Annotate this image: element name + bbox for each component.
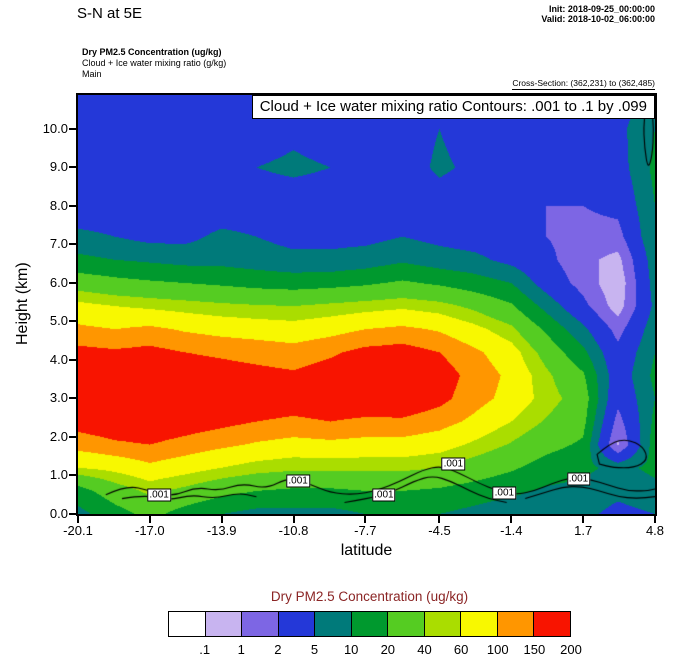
x-tick-label: 1.7 xyxy=(574,523,593,538)
x-tick-mark xyxy=(220,516,223,523)
y-tick-label: 5.0 xyxy=(49,313,68,329)
primary-field-label: Dry PM2.5 Concentration (ug/kg) xyxy=(82,47,222,57)
colorbar-box xyxy=(423,611,462,637)
x-tick-label: -13.9 xyxy=(206,523,237,538)
colorbar-box xyxy=(168,611,206,637)
y-tick-mark xyxy=(69,127,77,130)
y-tick-label: 4.0 xyxy=(49,351,68,367)
y-tick-mark xyxy=(69,243,77,246)
plot-frame: Cloud + Ice water mixing ratio Contours:… xyxy=(76,93,657,516)
x-tick-mark xyxy=(582,516,585,523)
colorbar-box xyxy=(350,611,389,637)
x-tick-label: -4.5 xyxy=(428,523,451,538)
colorbar-tick-label: 40 xyxy=(417,642,432,657)
contour-info-banner: Cloud + Ice water mixing ratio Contours:… xyxy=(251,95,655,119)
colorbar-box xyxy=(460,611,498,637)
cloud-contour-label: .001 xyxy=(441,457,466,471)
colorbar-box xyxy=(241,611,279,637)
y-tick-mark xyxy=(69,435,77,438)
cloud-contour-label: .001 xyxy=(286,474,310,488)
colorbar-box xyxy=(387,611,425,637)
colorbar-tick-label: 60 xyxy=(453,642,469,657)
x-tick-label: -20.1 xyxy=(63,523,93,538)
x-tick-label: -7.7 xyxy=(354,523,377,538)
x-tick-mark xyxy=(654,516,656,523)
y-tick-label: 8.0 xyxy=(49,197,68,213)
init-timestamp: Init: 2018-09-25_00:00:00 xyxy=(548,4,655,14)
colorbar-box xyxy=(496,611,535,637)
colorbar-title: Dry PM2.5 Concentration (ug/kg) xyxy=(270,589,469,604)
x-tick-mark xyxy=(510,516,513,523)
cloud-contour-label: .001 xyxy=(566,472,591,486)
colorbar xyxy=(168,611,572,637)
x-tick-mark xyxy=(77,516,79,523)
y-tick-mark xyxy=(69,204,77,207)
x-tick-mark xyxy=(148,516,151,523)
y-tick-mark xyxy=(69,513,77,515)
y-tick-mark xyxy=(69,474,77,477)
y-tick-label: 10.0 xyxy=(42,120,68,136)
cloud-contour-label: .001 xyxy=(147,488,171,502)
colorbar-tick-label: .1 xyxy=(199,642,211,657)
y-tick-mark xyxy=(69,358,77,361)
model-name-label: Main xyxy=(82,69,102,79)
x-tick-mark xyxy=(364,516,367,523)
x-axis-title: latitude xyxy=(340,542,393,559)
colorbar-tick-label: 150 xyxy=(523,642,546,657)
colorbar-tick-label: 100 xyxy=(486,642,509,657)
x-tick-mark xyxy=(438,516,441,523)
colorbar-tick-label: 200 xyxy=(560,642,582,657)
colorbar-tick-label: 1 xyxy=(237,642,245,657)
cloud-contour-label: .001 xyxy=(372,488,396,502)
y-tick-mark xyxy=(69,397,77,400)
x-tick-label: 4.8 xyxy=(645,523,665,538)
y-tick-mark xyxy=(69,320,77,323)
x-tick-label: -1.4 xyxy=(500,523,523,538)
cross-section-coords: Cross-Section: (362,231) to (362,485) xyxy=(512,78,655,90)
y-tick-label: 9.0 xyxy=(49,159,68,175)
secondary-field-label: Cloud + Ice water mixing ratio (g/kg) xyxy=(82,58,227,68)
colorbar-box xyxy=(204,611,243,637)
valid-timestamp: Valid: 2018-10-02_06:00:00 xyxy=(541,14,655,24)
y-tick-label: 3.0 xyxy=(49,390,68,406)
figure-title: S-N at 5E xyxy=(77,5,143,22)
y-tick-label: 6.0 xyxy=(49,274,68,290)
filled-contour-canvas xyxy=(78,95,655,514)
x-tick-label: -10.8 xyxy=(278,523,309,538)
colorbar-box xyxy=(533,611,572,637)
x-tick-mark xyxy=(292,516,295,523)
colorbar-tick-label: 20 xyxy=(380,642,396,657)
y-tick-label: 0.0 xyxy=(49,506,68,521)
colorbar-box xyxy=(314,611,352,637)
colorbar-tick-label: 5 xyxy=(310,642,319,657)
colorbar-box xyxy=(277,611,316,637)
x-tick-label: -17.0 xyxy=(135,523,165,538)
colorbar-tick-label: 2 xyxy=(274,642,282,657)
y-tick-mark xyxy=(69,166,77,169)
y-tick-label: 2.0 xyxy=(49,428,68,444)
y-tick-label: 1.0 xyxy=(49,467,68,483)
cloud-contour-label: .001 xyxy=(492,486,517,500)
y-tick-label: 7.0 xyxy=(49,236,68,252)
colorbar-tick-label: 10 xyxy=(343,642,359,657)
y-tick-mark xyxy=(69,281,77,284)
